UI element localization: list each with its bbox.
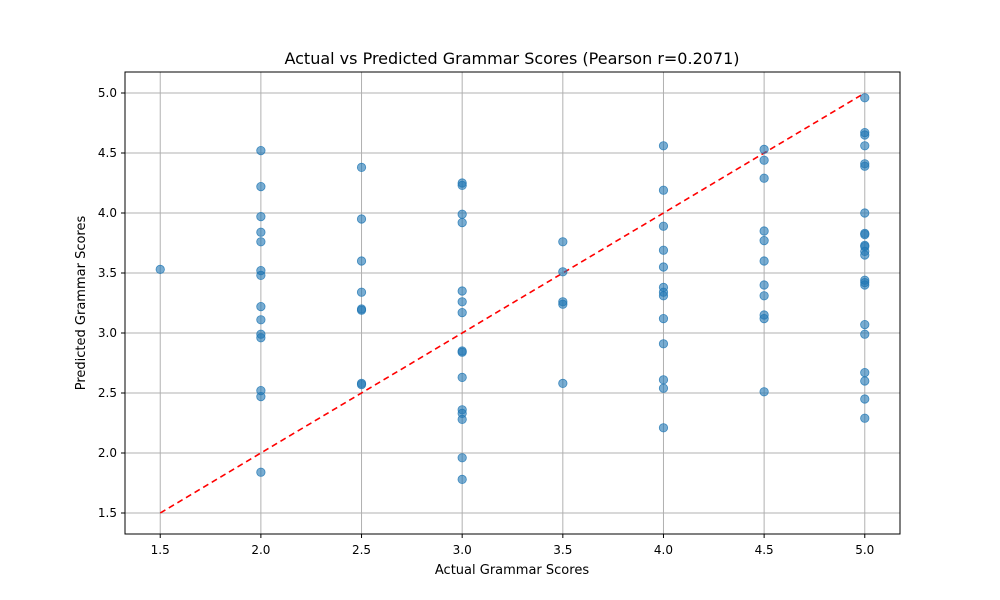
data-point xyxy=(860,161,870,171)
data-point xyxy=(457,347,467,357)
x-tick-label: 2.0 xyxy=(251,543,270,557)
data-point xyxy=(457,414,467,424)
data-point xyxy=(256,237,266,247)
data-point xyxy=(457,209,467,219)
data-point xyxy=(356,256,367,266)
data-point xyxy=(860,319,870,330)
x-tick-label: 4.5 xyxy=(755,543,774,557)
data-point xyxy=(356,305,367,315)
data-point xyxy=(860,329,870,339)
y-tick-label: 3.0 xyxy=(98,326,117,340)
data-point xyxy=(256,227,266,237)
data-point xyxy=(558,237,568,247)
data-point xyxy=(759,226,769,236)
data-point xyxy=(658,141,669,151)
x-tick-label: 3.5 xyxy=(553,543,572,557)
data-point xyxy=(759,144,769,154)
data-point xyxy=(457,180,467,190)
data-point xyxy=(658,423,669,433)
data-point xyxy=(256,212,266,222)
data-point xyxy=(457,297,467,307)
data-point xyxy=(558,299,568,309)
data-point xyxy=(457,453,467,463)
x-tick-label: 1.5 xyxy=(151,543,170,557)
data-point xyxy=(759,313,769,324)
data-point xyxy=(356,379,367,390)
data-point xyxy=(860,250,870,260)
x-axis: 1.5 2.0 2.5 3.0 3.5 4.0 4.5 5.0 xyxy=(151,534,874,557)
data-point xyxy=(658,313,669,324)
data-point xyxy=(759,291,769,301)
points-layer xyxy=(155,93,870,484)
data-point xyxy=(860,141,870,151)
data-point xyxy=(860,93,870,103)
y-tick-label: 1.5 xyxy=(98,506,117,520)
data-point xyxy=(256,391,266,402)
data-point xyxy=(457,474,467,484)
data-point xyxy=(759,256,769,266)
x-tick-label: 2.5 xyxy=(352,543,371,557)
y-tick-label: 4.5 xyxy=(98,146,117,160)
data-point xyxy=(256,315,266,325)
data-point xyxy=(457,307,467,318)
x-tick-label: 5.0 xyxy=(855,543,874,557)
chart-title: Actual vs Predicted Grammar Scores (Pear… xyxy=(284,49,739,68)
data-point xyxy=(658,375,669,385)
data-point xyxy=(256,146,266,156)
data-point xyxy=(658,339,669,349)
y-tick-label: 2.0 xyxy=(98,446,117,460)
x-tick-label: 4.0 xyxy=(654,543,673,557)
data-point xyxy=(759,155,769,165)
y-tick-label: 5.0 xyxy=(98,86,117,100)
y-tick-label: 3.5 xyxy=(98,266,117,280)
data-point xyxy=(356,214,367,224)
data-point xyxy=(860,376,870,386)
y-tick-label: 2.5 xyxy=(98,386,117,400)
data-point xyxy=(457,218,467,228)
data-point xyxy=(658,262,669,272)
data-point xyxy=(658,291,669,301)
data-point xyxy=(558,378,568,388)
y-tick-label: 4.0 xyxy=(98,206,117,220)
y-axis: 1.5 2.0 2.5 3.0 3.5 4.0 4.5 5.0 xyxy=(98,86,125,520)
data-point xyxy=(256,182,266,192)
data-point xyxy=(155,264,165,274)
data-point xyxy=(256,270,266,280)
data-point xyxy=(356,162,367,172)
x-axis-label: Actual Grammar Scores xyxy=(435,563,589,578)
data-point xyxy=(256,467,266,477)
data-point xyxy=(256,301,266,312)
perfect-prediction-line xyxy=(159,92,866,514)
data-point xyxy=(256,333,266,343)
data-point xyxy=(860,208,870,218)
data-point xyxy=(759,173,769,183)
data-point xyxy=(759,236,769,246)
data-point xyxy=(860,280,870,290)
data-point xyxy=(860,130,870,140)
plot-frame xyxy=(124,71,901,535)
data-point xyxy=(658,383,669,393)
data-point xyxy=(558,267,568,277)
data-point xyxy=(457,372,467,382)
data-point xyxy=(759,387,769,397)
y-axis-label: Predicted Grammar Scores xyxy=(74,216,89,391)
data-point xyxy=(457,286,467,296)
x-tick-label: 3.0 xyxy=(453,543,472,557)
data-point xyxy=(860,413,870,423)
data-point xyxy=(658,185,669,195)
data-point xyxy=(860,230,870,240)
data-point xyxy=(658,245,669,255)
data-point xyxy=(759,280,769,290)
data-point xyxy=(356,287,367,297)
data-point xyxy=(860,394,870,404)
reference-line-layer xyxy=(159,92,866,514)
data-point xyxy=(860,367,870,378)
data-point xyxy=(658,221,669,231)
